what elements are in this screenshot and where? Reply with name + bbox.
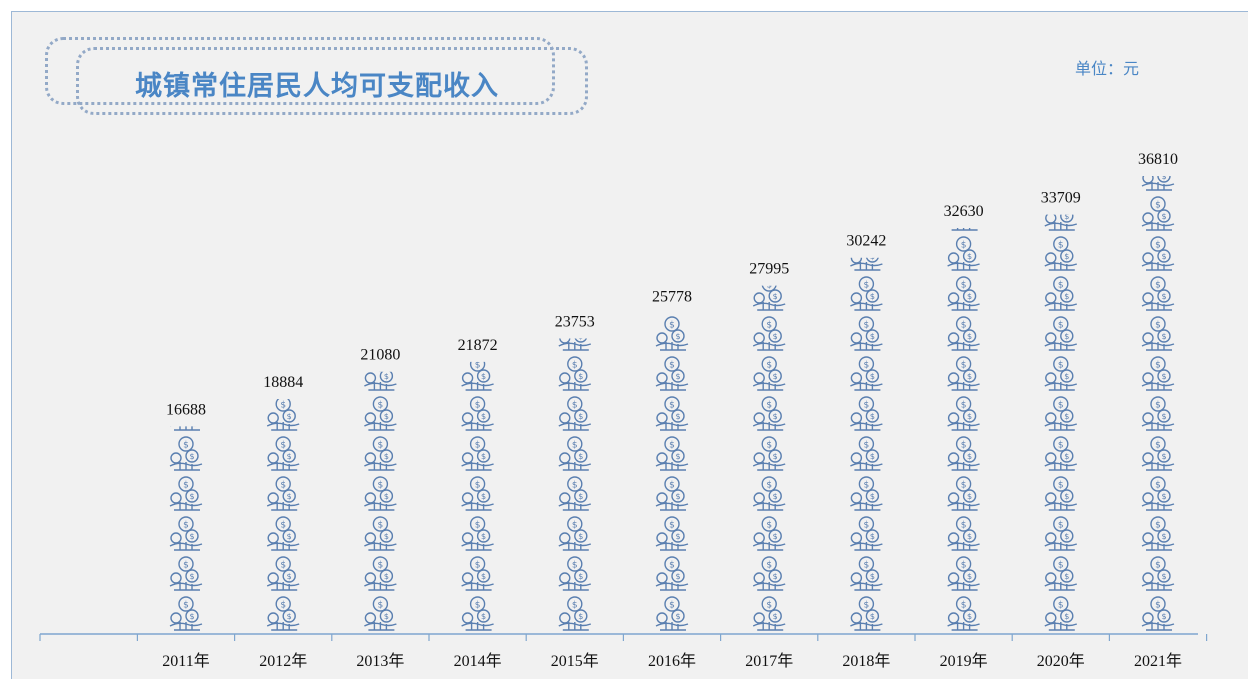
title-dotted-border-outer (45, 37, 555, 105)
title-dotted-border-inner (76, 47, 588, 115)
x-tick-label: 2020年 (1037, 652, 1085, 670)
data-label: 16688 (166, 401, 206, 418)
bar-2014年 (460, 361, 495, 631)
unit-label: 单位：元 (1075, 59, 1140, 78)
bar-2011年 (169, 426, 203, 631)
bar-2015年 (558, 338, 592, 631)
data-label: 21872 (458, 337, 498, 354)
bar-2016年 (655, 316, 689, 631)
data-label: 18884 (263, 374, 303, 391)
bar-2021年 (1141, 176, 1175, 631)
bar-2013年 (363, 371, 398, 631)
x-tick-label: 2021年 (1134, 652, 1182, 670)
data-label: 23753 (555, 313, 595, 330)
x-tick-label: 2013年 (356, 652, 404, 670)
x-tick-label: 2012年 (259, 652, 307, 670)
bar-2012年 (266, 399, 300, 631)
bar-2018年 (849, 257, 884, 631)
data-label: 25778 (652, 288, 692, 305)
data-label: 27995 (749, 261, 789, 278)
x-tick-label: 2016年 (648, 652, 696, 670)
title-frame (45, 37, 588, 115)
chart-panel (11, 11, 1248, 679)
data-label: 21080 (360, 347, 400, 364)
x-tick-label: 2011年 (162, 652, 209, 670)
x-tick-label: 2015年 (551, 652, 599, 670)
data-label: 33709 (1041, 190, 1081, 207)
data-label: 32630 (944, 203, 984, 220)
bar-2017年 (752, 285, 786, 631)
data-label: 30242 (846, 233, 886, 250)
x-tick-label: 2019年 (940, 652, 988, 670)
chart-title: 城镇常住居民人均可支配收入 (135, 71, 499, 102)
bar-2019年 (946, 228, 981, 631)
x-tick-label: 2014年 (454, 652, 502, 670)
x-tick-label: 2018年 (842, 652, 890, 670)
data-label: 36810 (1138, 151, 1178, 168)
x-tick-label: 2017年 (745, 652, 793, 670)
bar-2020年 (1044, 214, 1078, 631)
